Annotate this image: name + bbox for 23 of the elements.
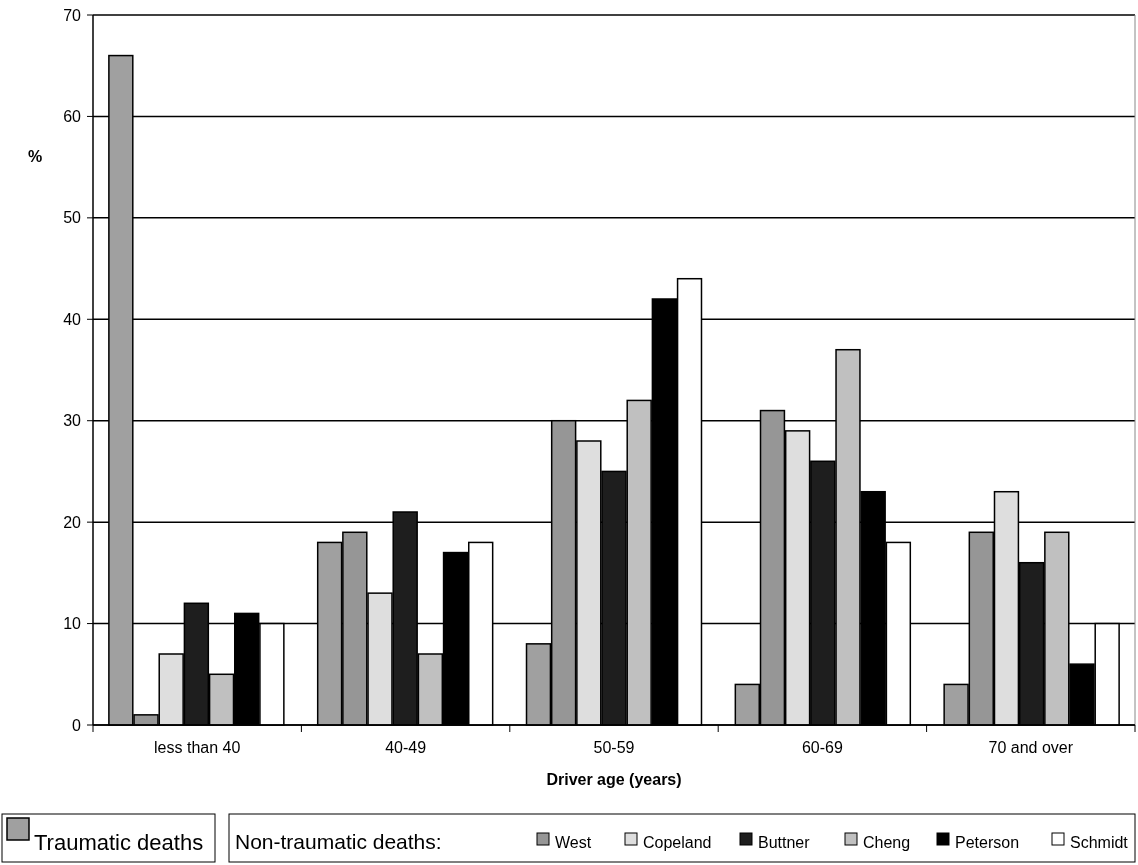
legend-label: Buttner [758,834,811,851]
y-tick-label: 60 [63,108,82,126]
y-axis-title: % [27,148,43,165]
legend-label: Peterson [955,834,1020,851]
legend-label: Traumatic deaths [34,830,204,855]
x-tick-label: 70 and over [988,739,1074,756]
y-tick-label: 50 [63,209,82,227]
legend-label: West [555,834,592,851]
x-tick-label: 60-69 [801,739,843,756]
legend-label: Copeland [643,834,712,851]
x-axis-title: Driver age (years) [546,771,682,788]
x-tick-label: 50-59 [593,739,635,756]
y-tick-label: 40 [63,310,82,328]
legend-title: Non-traumatic deaths: [235,830,442,853]
y-tick-label: 0 [72,716,82,734]
legend-label: Schmidt [1070,834,1129,851]
y-tick-label: 70 [63,6,82,24]
x-tick-label: less than 40 [154,739,241,756]
y-tick-label: 30 [63,412,82,430]
x-tick-label: 40-49 [385,739,427,756]
y-tick-label: 20 [63,513,82,531]
legend-label: Cheng [863,834,911,851]
y-tick-label: 10 [63,615,82,633]
